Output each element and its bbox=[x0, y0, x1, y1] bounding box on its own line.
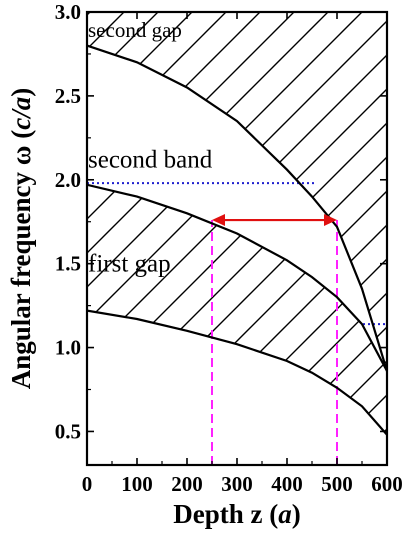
y-tick-label: 2.5 bbox=[55, 84, 81, 108]
x-tick-label: 600 bbox=[371, 472, 403, 496]
region-label-first-gap: first gap bbox=[88, 251, 171, 278]
arrow-head-left bbox=[212, 214, 225, 227]
y-tick-label: 3.0 bbox=[55, 0, 81, 24]
region-label-second-band: second band bbox=[88, 147, 213, 174]
y-axis-title: Angular frequency ω (c/a) bbox=[6, 88, 36, 390]
x-tick-label: 300 bbox=[221, 472, 253, 496]
x-tick-label: 500 bbox=[321, 472, 353, 496]
y-tick-label: 1.0 bbox=[55, 336, 81, 360]
band-curve-2 bbox=[87, 183, 387, 372]
x-tick-label: 400 bbox=[271, 472, 303, 496]
x-axis-title: Depth z (a) bbox=[173, 499, 300, 529]
y-tick-label: 2.0 bbox=[55, 168, 81, 192]
hatched-region-1 bbox=[87, 12, 387, 371]
y-tick-label: 0.5 bbox=[55, 419, 81, 443]
region-label-second-gap: second gap bbox=[88, 18, 182, 42]
band-curve-1 bbox=[87, 44, 387, 372]
arrow-head-right bbox=[324, 214, 337, 227]
band-curve-3 bbox=[87, 309, 387, 436]
y-tick-label: 1.5 bbox=[55, 252, 81, 276]
x-tick-label: 100 bbox=[121, 472, 153, 496]
x-tick-label: 200 bbox=[171, 472, 203, 496]
x-tick-label: 0 bbox=[82, 472, 93, 496]
